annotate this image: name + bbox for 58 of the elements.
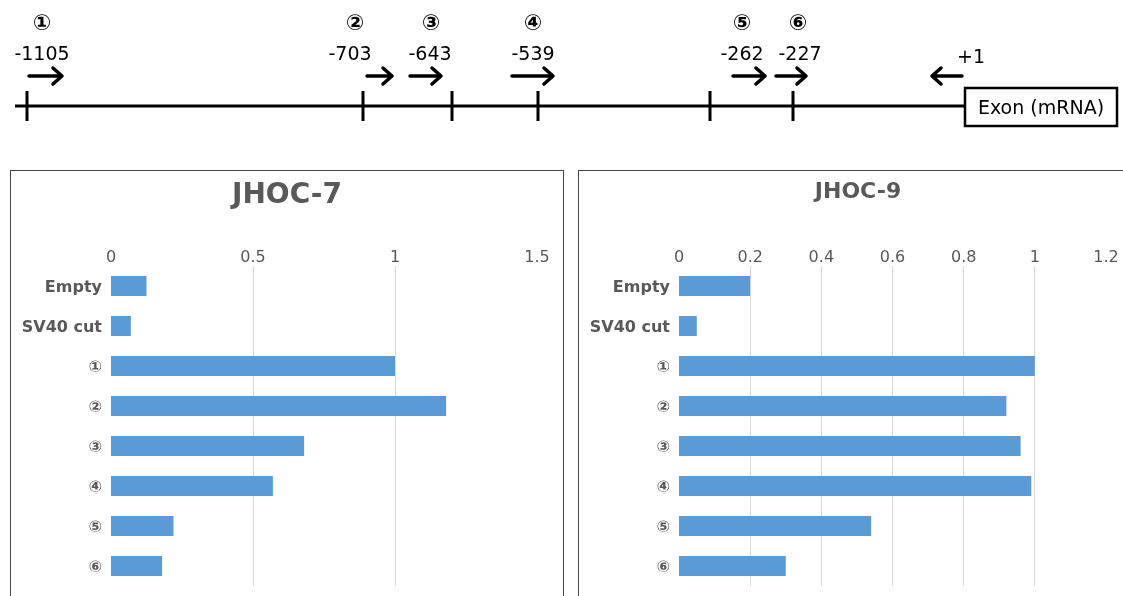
y-tick-label: SV40 cut [21, 316, 103, 336]
text: +1 [957, 45, 986, 67]
y-tick-label: Empty [612, 276, 671, 296]
chart-title: JHOC-7 [230, 176, 342, 210]
text: ⑥ [788, 10, 808, 35]
bar [111, 276, 147, 296]
bar [111, 356, 395, 376]
x-tick-label: 0.2 [737, 246, 763, 266]
x-tick-label: 1 [389, 246, 401, 266]
text: -643 [408, 42, 452, 64]
x-tick-label: 0 [105, 246, 117, 266]
bar [679, 556, 786, 576]
x-tick-label: 1.5 [524, 246, 550, 266]
bar [111, 436, 305, 456]
y-tick-label: ⑤ [88, 516, 102, 536]
x-tick-label: 0.4 [808, 246, 835, 266]
text: ② [345, 10, 365, 35]
x-tick-label: 0.8 [950, 246, 977, 266]
y-tick-label: Empty [44, 276, 103, 296]
bar [111, 556, 163, 576]
x-tick-label: 0.6 [879, 246, 906, 266]
y-tick-label: ⑥ [88, 556, 102, 576]
bar [111, 316, 131, 336]
text: ③ [421, 10, 441, 35]
y-tick-label: ① [88, 356, 102, 376]
text: -539 [511, 42, 555, 64]
x-tick-label: 0 [673, 246, 685, 266]
x-tick-label: 1.2 [1093, 246, 1119, 266]
y-tick-label: ④ [656, 476, 670, 496]
text: -1105 [14, 42, 70, 64]
bar [679, 436, 1021, 456]
bar [111, 476, 273, 496]
text: -227 [778, 42, 822, 64]
y-tick-label: ① [656, 356, 670, 376]
bar [679, 516, 872, 536]
y-tick-label: ⑥ [656, 556, 670, 576]
bar [111, 396, 447, 416]
chart-title: JHOC-9 [812, 178, 902, 204]
bar [679, 276, 751, 296]
text: ⑤ [732, 10, 752, 35]
y-tick-label: ⑤ [656, 516, 670, 536]
text: Exon (mRNA) [977, 96, 1105, 118]
y-tick-label: ② [88, 396, 102, 416]
bar [679, 476, 1032, 496]
y-tick-label: SV40 cut [589, 316, 671, 336]
text: ④ [523, 10, 543, 35]
text: -262 [720, 42, 764, 64]
x-tick-label: 1 [1029, 246, 1040, 266]
bar [679, 356, 1035, 376]
bar [679, 396, 1007, 416]
y-tick-label: ③ [88, 436, 102, 456]
text: -703 [328, 42, 372, 64]
y-tick-label: ② [656, 396, 670, 416]
bar [111, 516, 174, 536]
bar [679, 316, 697, 336]
y-tick-label: ④ [88, 476, 102, 496]
x-tick-label: 0.5 [240, 246, 266, 266]
y-tick-label: ③ [656, 436, 670, 456]
